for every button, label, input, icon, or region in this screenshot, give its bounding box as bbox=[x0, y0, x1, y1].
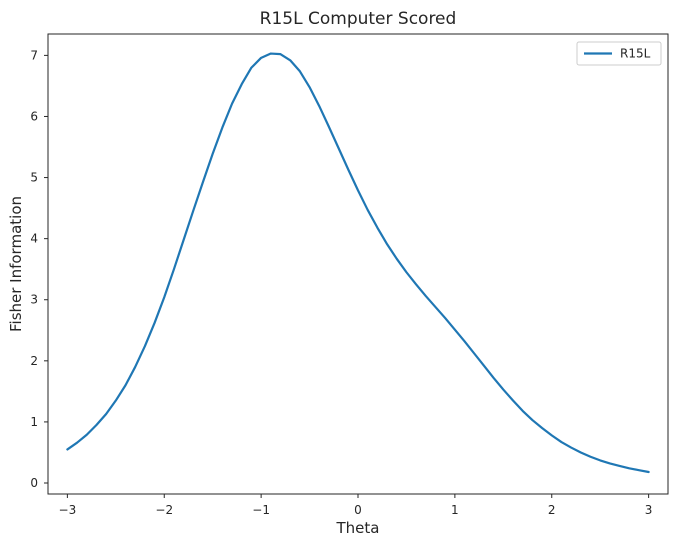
y-tick-label: 4 bbox=[30, 232, 38, 246]
y-tick-label: 1 bbox=[30, 415, 38, 429]
legend-label-r15l: R15L bbox=[620, 47, 651, 61]
y-tick-label: 2 bbox=[30, 354, 38, 368]
legend-box bbox=[576, 41, 662, 66]
y-tick-label: 0 bbox=[30, 476, 38, 490]
series-line-r15l bbox=[66, 52, 650, 474]
y-axis-label: Fisher Information bbox=[7, 196, 25, 332]
x-tick-label: 2 bbox=[548, 503, 556, 517]
x-tick-label: −2 bbox=[155, 503, 173, 517]
x-tick-label: −3 bbox=[59, 503, 77, 517]
x-tick-label: 0 bbox=[354, 503, 362, 517]
x-axis: −3 −2 −1 0 1 2 3 bbox=[59, 494, 653, 517]
plot-area-frame bbox=[47, 33, 669, 495]
y-tick-label: 7 bbox=[30, 48, 38, 62]
x-tick-label: −1 bbox=[252, 503, 270, 517]
x-tick-label: 1 bbox=[451, 503, 459, 517]
y-tick-label: 3 bbox=[30, 293, 38, 307]
chart-title: R15L Computer Scored bbox=[260, 9, 457, 29]
y-axis: 0 1 2 3 4 5 6 7 bbox=[30, 48, 48, 490]
legend: R15L bbox=[576, 41, 662, 66]
x-tick-label: 3 bbox=[645, 503, 653, 517]
x-axis-label: Theta bbox=[336, 519, 380, 537]
y-tick-label: 6 bbox=[30, 109, 38, 123]
y-tick-label: 5 bbox=[30, 171, 38, 185]
